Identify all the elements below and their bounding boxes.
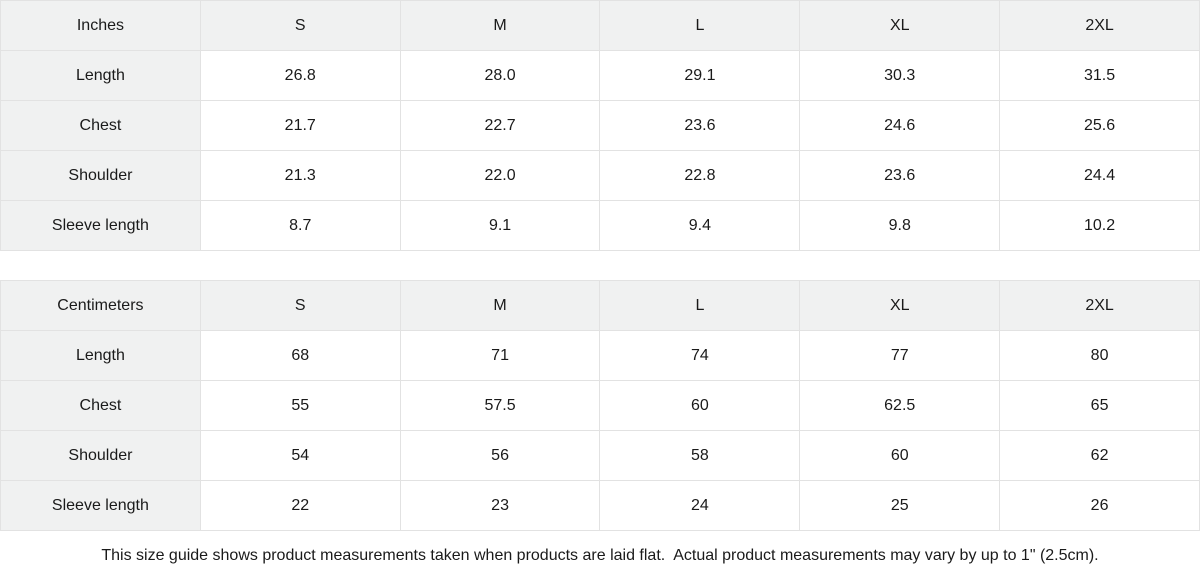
size-header-cell: XL [799,0,1001,51]
table-row: Shoulder 54 56 58 60 62 [0,430,1200,481]
size-table-inches: Inches S M L XL 2XL Length 26.8 28.0 29.… [0,0,1200,251]
measurement-cell: 71 [399,330,601,381]
unit-header-cell: Inches [0,0,201,51]
measurement-cell: 22.8 [599,150,801,201]
measurement-cell: 28.0 [399,50,601,101]
measurement-cell: 9.1 [399,200,601,251]
measurement-cell: 24.6 [799,100,1001,151]
table-row: Length 26.8 28.0 29.1 30.3 31.5 [0,50,1200,101]
row-label-cell: Shoulder [0,430,201,481]
measurement-cell: 55 [199,380,401,431]
row-label-cell: Length [0,330,201,381]
table-row: Sleeve length 22 23 24 25 26 [0,480,1200,531]
measurement-cell: 68 [199,330,401,381]
measurement-cell: 65 [999,380,1200,431]
measurement-cell: 30.3 [799,50,1001,101]
table-row: Sleeve length 8.7 9.1 9.4 9.8 10.2 [0,200,1200,251]
size-header-cell: S [199,280,401,331]
measurement-cell: 22.7 [399,100,601,151]
size-header-cell: M [399,0,601,51]
size-header-cell: M [399,280,601,331]
measurement-cell: 31.5 [999,50,1200,101]
size-header-cell: L [599,0,801,51]
measurement-cell: 23.6 [599,100,801,151]
measurement-cell: 23.6 [799,150,1001,201]
measurement-cell: 22 [199,480,401,531]
measurement-cell: 8.7 [199,200,401,251]
measurement-cell: 62.5 [799,380,1001,431]
measurement-cell: 80 [999,330,1200,381]
row-label-cell: Sleeve length [0,200,201,251]
row-label-cell: Chest [0,380,201,431]
measurement-cell: 60 [599,380,801,431]
table-row: Chest 55 57.5 60 62.5 65 [0,380,1200,431]
measurement-cell: 62 [999,430,1200,481]
measurement-cell: 57.5 [399,380,601,431]
measurement-cell: 24 [599,480,801,531]
measurement-cell: 24.4 [999,150,1200,201]
size-header-cell: XL [799,280,1001,331]
measurement-cell: 9.4 [599,200,801,251]
measurement-cell: 26 [999,480,1200,531]
measurement-cell: 26.8 [199,50,401,101]
measurement-cell: 9.8 [799,200,1001,251]
unit-header-cell: Centimeters [0,280,201,331]
table-header-row: Inches S M L XL 2XL [0,0,1200,51]
measurement-cell: 60 [799,430,1001,481]
size-guide-footnote: This size guide shows product measuremen… [101,546,1099,564]
measurement-cell: 25 [799,480,1001,531]
size-header-cell: S [199,0,401,51]
row-label-cell: Chest [0,100,201,151]
measurement-cell: 54 [199,430,401,481]
size-table-centimeters: Centimeters S M L XL 2XL Length 68 71 74… [0,280,1200,531]
measurement-cell: 23 [399,480,601,531]
size-header-cell: 2XL [999,0,1200,51]
table-row: Length 68 71 74 77 80 [0,330,1200,381]
table-gap-spacer [0,251,1200,280]
measurement-cell: 74 [599,330,801,381]
row-label-cell: Length [0,50,201,101]
measurement-cell: 21.7 [199,100,401,151]
measurement-cell: 10.2 [999,200,1200,251]
table-row: Chest 21.7 22.7 23.6 24.6 25.6 [0,100,1200,151]
measurement-cell: 77 [799,330,1001,381]
row-label-cell: Sleeve length [0,480,201,531]
measurement-cell: 56 [399,430,601,481]
table-row: Shoulder 21.3 22.0 22.8 23.6 24.4 [0,150,1200,201]
size-header-cell: 2XL [999,280,1200,331]
size-header-cell: L [599,280,801,331]
measurement-cell: 29.1 [599,50,801,101]
measurement-cell: 58 [599,430,801,481]
row-label-cell: Shoulder [0,150,201,201]
table-header-row: Centimeters S M L XL 2XL [0,280,1200,331]
measurement-cell: 25.6 [999,100,1200,151]
measurement-cell: 21.3 [199,150,401,201]
measurement-cell: 22.0 [399,150,601,201]
